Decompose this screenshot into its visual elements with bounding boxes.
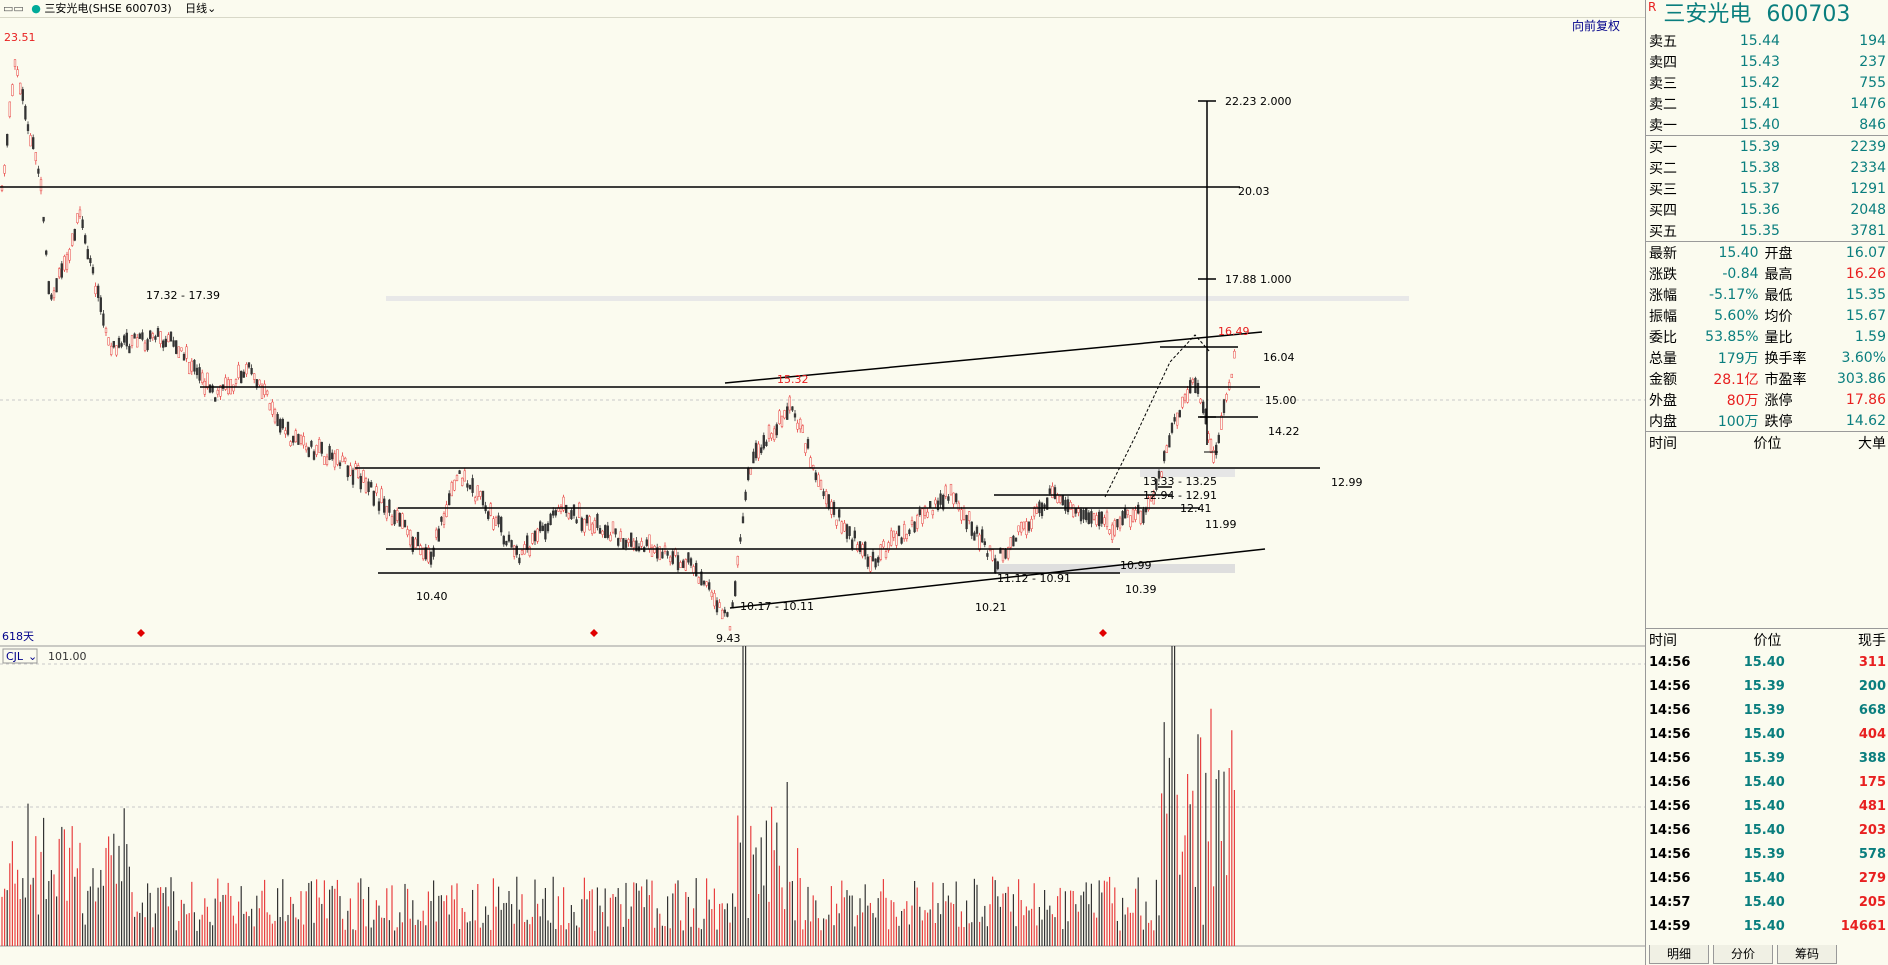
period-select[interactable]: 日线⌄ [185,2,217,15]
tick-header: 时间 价位 现手 [1649,632,1886,649]
stat-row: 金额 28.1亿 市盈率 303.86 [1649,370,1886,388]
stat-row: 最新 15.40 开盘 16.07 [1649,244,1886,262]
chart-toolbar: ▭▭ ● 三安光电(SHSE 600703) 日线⌄ [0,0,1645,18]
event-markers[interactable] [137,629,1107,637]
svg-text:CJL: CJL [6,650,24,663]
stat-row: 涨幅 -5.17% 最低 15.35 [1649,286,1886,304]
big-col-vol: 大单 [1858,435,1886,452]
event-marker [137,629,145,637]
adjust-button[interactable]: 向前复权 [1572,19,1621,33]
stat-row: 内盘 100万 跌停 14.62 [1649,412,1886,430]
tick-row: 14:56 15.40 203 [1649,822,1886,838]
panel-tabs: 明细 分价 筹码 [1645,945,1888,965]
tab-detail[interactable]: 明细 [1649,945,1709,964]
svg-text:⌄: ⌄ [28,650,37,663]
indicator-label[interactable]: CJL ⌄ 101.00 [2,648,87,664]
event-marker [590,629,598,637]
days-label: 618天 [2,630,34,643]
tick-row: 14:56 15.40 404 [1649,726,1886,742]
tick-row: 14:59 15.40 14661 [1649,918,1886,934]
level-11-12: 11.12 - 10.91 [997,572,1071,585]
stat-row: 总量 179万 换手率 3.60% [1649,349,1886,367]
status-dot-icon: ● [31,2,41,15]
candles [0,59,1236,631]
tick-row: 14:56 15.39 578 [1649,846,1886,862]
level-12-41: 12.41 [1180,502,1212,515]
ask-row: 卖三 15.42 755 [1649,74,1886,92]
big-col-price: 价位 [1753,435,1782,452]
stat-row: 外盘 80万 涨停 17.86 [1649,391,1886,409]
ask-row: 卖四 15.43 237 [1649,53,1886,71]
level-22-23: 22.23 2.000 [1225,95,1291,108]
stat-row: 委比 53.85% 量比 1.59 [1649,328,1886,346]
level-16-49: 16.49 [1218,325,1250,338]
stat-row: 振幅 5.60% 均价 15.67 [1649,307,1886,325]
ask-row: 卖一 15.40 846 [1649,116,1886,134]
chevron-down-icon: ⌄ [207,2,217,15]
tick-row: 14:56 15.39 388 [1649,750,1886,766]
level-16-04: 16.04 [1263,351,1295,364]
tick-row: 14:56 15.40 311 [1649,654,1886,670]
event-marker [1099,629,1107,637]
ask-row: 卖二 15.41 1476 [1649,95,1886,113]
chart-grid [0,296,1645,947]
level-15-32: 15.32 [777,373,809,386]
tick-row: 14:56 15.39 668 [1649,702,1886,718]
level-12-99: 12.99 [1331,476,1363,489]
level-labels: 23.51 22.23 2.000 20.03 17.88 1.000 17.3… [2,31,1363,645]
ask-row: 卖五 15.44 194 [1649,32,1886,50]
tick-row: 14:56 15.40 481 [1649,798,1886,814]
bid-row: 买四 15.36 2048 [1649,201,1886,219]
stock-header: R 三安光电 600703 [1646,0,1888,30]
tick-table: 14:56 15.40 311 14:56 15.39 200 14:56 15.39 668 1… [1646,650,1888,938]
level-9-43: 9.43 [716,632,741,645]
tab-chips[interactable]: 筹码 [1777,945,1837,964]
tick-list: 时间 价位 现手 14:56 15.40 311 14:56 15.39 200 14:56 15… [1646,628,1888,938]
level-11-99: 11.99 [1205,518,1237,531]
volume-bars [1,646,1236,946]
level-17-32: 17.32 - 17.39 [146,289,220,302]
level-12-94: 12.94 - 12.91 [1143,489,1217,502]
level-20-03: 20.03 [1238,185,1270,198]
tick-row: 14:56 15.39 200 [1649,678,1886,694]
high-label: 23.51 [4,31,36,44]
drawing-lines [0,100,1320,609]
big-col-time: 时间 [1649,435,1677,452]
bid-row: 买三 15.37 1291 [1649,180,1886,198]
level-14-22: 14.22 [1268,425,1300,438]
bid-row: 买二 15.38 2334 [1649,159,1886,177]
big-order-header: 时间 价位 大单 [1646,431,1888,453]
kline-chart[interactable]: 23.51 22.23 2.000 20.03 17.88 1.000 17.3… [0,17,1645,947]
quote-panel: R 三安光电 600703 卖五 15.44 194 卖四 15.43 237 卖三 15.4… [1645,0,1888,965]
tick-row: 14:56 15.40 175 [1649,774,1886,790]
level-13-33: 13.33 - 13.25 [1143,475,1217,488]
level-17-88: 17.88 1.000 [1225,273,1291,286]
tab-price[interactable]: 分价 [1713,945,1773,964]
tick-row: 14:56 15.40 279 [1649,870,1886,886]
menu-icon[interactable]: ▭▭ [3,2,24,15]
tick-row: 14:57 15.40 205 [1649,894,1886,910]
stats-table: 最新 15.40 开盘 16.07 涨跌 -0.84 最高 16.26 涨幅 -5.17% 最低 15… [1646,241,1888,431]
level-10-40: 10.40 [416,590,448,603]
level-15-00: 15.00 [1265,394,1297,407]
stock-name: 三安光电 [1663,2,1752,27]
level-10-39: 10.39 [1125,583,1157,596]
level-10-21: 10.21 [975,601,1007,614]
level-10-17: 10.17 - 10.11 [740,600,814,613]
level-10-99: 10.99 [1120,559,1152,572]
stock-title: 三安光电(SHSE 600703) [44,2,172,15]
bid-row: 买五 15.35 3781 [1649,222,1886,240]
stock-code: 600703 [1766,2,1851,27]
order-book: 卖五 15.44 194 卖四 15.43 237 卖三 15.42 755 卖二 15.41 147… [1646,30,1888,241]
svg-text:101.00: 101.00 [48,650,87,663]
bid-row: 买一 15.39 2239 [1649,138,1886,156]
stat-row: 涨跌 -0.84 最高 16.26 [1649,265,1886,283]
r-marker: R [1648,0,1657,14]
